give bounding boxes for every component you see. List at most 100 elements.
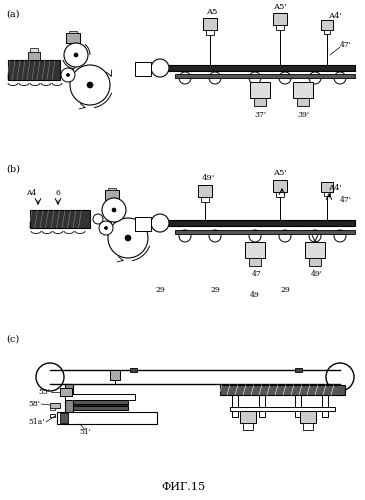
Bar: [249, 258, 261, 266]
Text: 51a': 51a': [28, 418, 45, 426]
Text: 47': 47': [340, 41, 352, 49]
Bar: [65, 384, 73, 424]
Bar: [273, 180, 287, 192]
Circle shape: [326, 363, 354, 391]
Circle shape: [334, 72, 346, 84]
Text: A4': A4': [328, 184, 342, 192]
Bar: [155, 220, 355, 226]
Bar: [305, 242, 325, 258]
Circle shape: [151, 214, 169, 232]
Circle shape: [61, 68, 75, 82]
Bar: [276, 25, 284, 30]
Circle shape: [179, 230, 191, 242]
Text: 49: 49: [250, 291, 260, 299]
Text: (a): (a): [6, 10, 19, 19]
Circle shape: [279, 72, 291, 84]
Text: (b): (b): [6, 165, 20, 174]
Circle shape: [309, 230, 321, 242]
Circle shape: [125, 235, 131, 241]
Text: 29: 29: [210, 286, 220, 294]
Bar: [273, 13, 287, 25]
Bar: [295, 368, 302, 372]
Bar: [220, 385, 345, 395]
Bar: [240, 411, 256, 423]
Bar: [135, 217, 151, 231]
Text: 55': 55': [38, 388, 50, 396]
Text: 6: 6: [55, 189, 61, 197]
Bar: [297, 98, 309, 106]
Bar: [60, 413, 68, 423]
Bar: [324, 192, 330, 196]
Bar: [250, 82, 270, 98]
Bar: [50, 414, 55, 417]
Bar: [230, 407, 335, 411]
Bar: [295, 395, 301, 417]
Circle shape: [112, 208, 116, 212]
Bar: [245, 242, 265, 258]
Bar: [232, 395, 238, 417]
Bar: [130, 368, 137, 372]
Circle shape: [309, 72, 321, 84]
Circle shape: [93, 214, 103, 224]
Bar: [8, 60, 60, 80]
Bar: [254, 98, 266, 106]
Text: 47': 47': [340, 196, 352, 204]
Text: 37': 37': [254, 111, 266, 119]
Bar: [57, 412, 157, 424]
Bar: [155, 65, 355, 71]
Bar: [203, 18, 217, 30]
Text: A4: A4: [26, 189, 36, 197]
Circle shape: [102, 198, 126, 222]
Circle shape: [249, 230, 261, 242]
Circle shape: [66, 74, 69, 76]
Bar: [73, 400, 128, 404]
Circle shape: [209, 72, 221, 84]
Bar: [324, 30, 330, 34]
Bar: [175, 230, 355, 234]
Bar: [30, 48, 38, 52]
Bar: [28, 52, 40, 60]
Bar: [276, 192, 284, 197]
Text: 29: 29: [155, 286, 165, 294]
Circle shape: [64, 43, 88, 67]
Bar: [198, 185, 212, 197]
Circle shape: [74, 53, 78, 57]
Circle shape: [87, 82, 93, 88]
Text: 29: 29: [280, 286, 290, 294]
Bar: [293, 82, 313, 98]
Bar: [110, 370, 120, 380]
Bar: [50, 403, 60, 408]
Bar: [105, 190, 119, 200]
Bar: [175, 74, 355, 78]
Bar: [259, 395, 265, 417]
Text: A5: A5: [206, 8, 218, 16]
Text: 58': 58': [28, 400, 40, 408]
Circle shape: [108, 218, 148, 258]
Circle shape: [209, 230, 221, 242]
Text: 39': 39': [297, 111, 309, 119]
Bar: [50, 408, 55, 410]
Circle shape: [279, 230, 291, 242]
Bar: [300, 411, 316, 423]
Circle shape: [36, 363, 64, 391]
Bar: [30, 210, 90, 228]
Bar: [65, 394, 135, 400]
Bar: [108, 188, 116, 190]
Bar: [206, 30, 214, 35]
Bar: [321, 182, 333, 192]
Bar: [69, 31, 77, 33]
Bar: [303, 423, 313, 430]
Bar: [309, 258, 321, 266]
Bar: [322, 395, 328, 417]
Bar: [73, 404, 128, 406]
Text: 49': 49': [311, 270, 323, 278]
Circle shape: [104, 226, 108, 230]
Circle shape: [179, 72, 191, 84]
Text: 47: 47: [252, 270, 262, 278]
Bar: [201, 197, 209, 202]
Bar: [135, 62, 151, 76]
Bar: [243, 423, 253, 430]
Text: ФИГ.15: ФИГ.15: [161, 482, 205, 492]
Text: (c): (c): [6, 335, 19, 344]
Circle shape: [70, 65, 110, 105]
